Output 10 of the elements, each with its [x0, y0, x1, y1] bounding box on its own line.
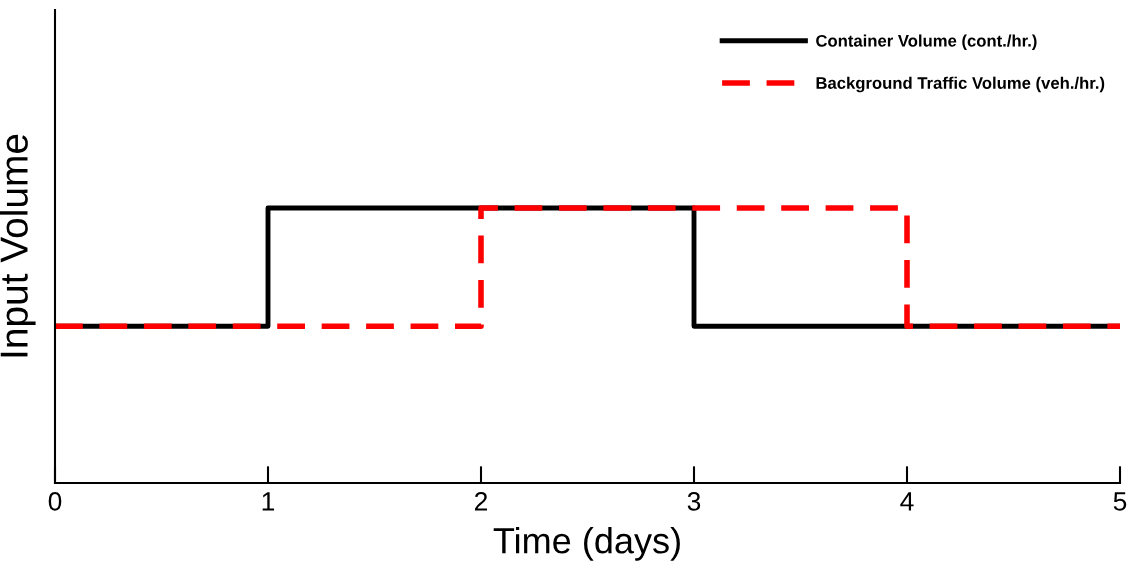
x-axis-title: Time (days): [493, 527, 680, 561]
x-tick-label: 4: [900, 492, 914, 511]
x-tick-label: 0: [48, 492, 62, 511]
x-tick-label: 1: [262, 492, 275, 511]
x-tick-label: 5: [1113, 492, 1127, 511]
x-tick-label: 2: [474, 492, 488, 511]
y-axis-title: Input Volume: [0, 134, 36, 357]
legend-label: Container Volume (cont./hr.): [816, 34, 1037, 50]
legend-label: Background Traffic Volume (veh./hr.): [816, 76, 1105, 93]
x-tick-label: 3: [687, 492, 701, 511]
